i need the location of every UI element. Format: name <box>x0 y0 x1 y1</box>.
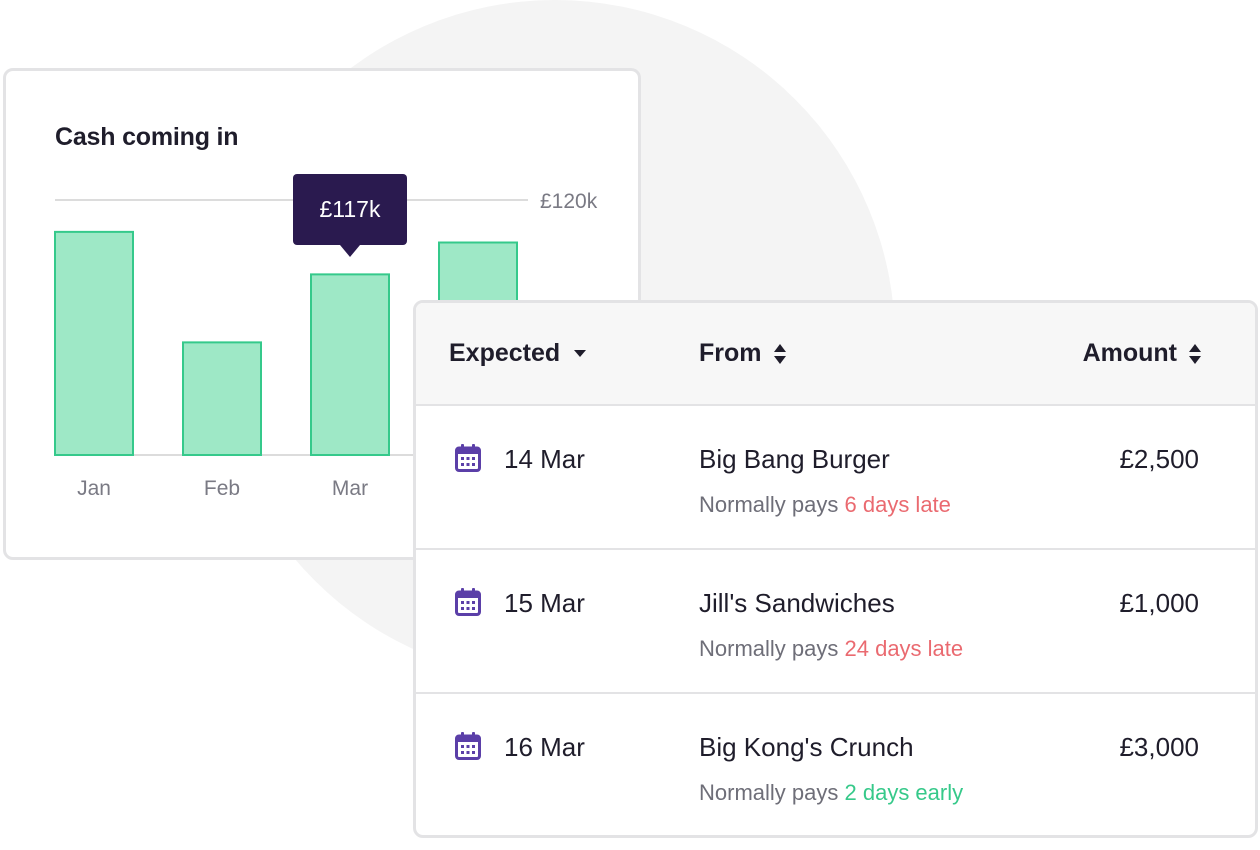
pays-prefix: Normally pays <box>699 636 839 661</box>
column-header-label: Expected <box>449 339 561 367</box>
amount: £1,000 <box>1119 588 1199 618</box>
table-row[interactable]: 15 Mar Jill's Sandwiches Normally pays 2… <box>416 550 1255 694</box>
column-header-amount[interactable]: Amount <box>1083 339 1201 368</box>
column-header-label: From <box>699 339 762 367</box>
expected-date: 16 Mar <box>504 732 585 762</box>
pays-prefix: Normally pays <box>699 780 839 805</box>
pays-status: 24 days late <box>844 636 964 661</box>
table-header: Expected From Amount <box>416 303 1255 406</box>
amount: £3,000 <box>1119 732 1199 762</box>
column-header-label: Amount <box>1082 339 1177 367</box>
expected-date: 15 Mar <box>504 588 585 618</box>
caret-down-icon <box>574 350 587 357</box>
expected-date: 14 Mar <box>504 444 585 474</box>
bar-tooltip: £117k <box>293 174 407 258</box>
sort-icon <box>1189 342 1201 366</box>
payment-behaviour: Normally pays 2 days early <box>699 780 963 806</box>
column-header-expected[interactable]: Expected <box>449 339 587 368</box>
bar-mar[interactable] <box>310 273 390 456</box>
calendar-icon <box>455 732 481 760</box>
gridline-label: £120k <box>540 190 598 213</box>
pays-prefix: Normally pays <box>699 492 839 517</box>
tick-label-feb: Feb <box>204 477 240 500</box>
payment-behaviour: Normally pays 6 days late <box>699 492 951 518</box>
pays-status: 6 days late <box>844 492 951 517</box>
table-row[interactable]: 16 Mar Big Kong's Crunch Normally pays 2… <box>416 694 1255 835</box>
payment-behaviour: Normally pays 24 days late <box>699 636 963 662</box>
chart-title: Cash coming in <box>55 123 239 151</box>
amount: £2,500 <box>1119 444 1199 474</box>
calendar-icon <box>455 588 481 616</box>
sort-icon <box>773 342 786 366</box>
pays-status: 2 days early <box>844 780 964 805</box>
customer-name: Big Kong's Crunch <box>699 732 914 762</box>
customer-name: Big Bang Burger <box>699 444 890 474</box>
bar-jan[interactable] <box>54 230 134 456</box>
table-row[interactable]: 14 Mar Big Bang Burger Normally pays 6 d… <box>416 406 1255 550</box>
customer-name: Jill's Sandwiches <box>699 588 895 618</box>
bar-feb[interactable] <box>182 341 262 456</box>
calendar-icon <box>455 444 481 472</box>
expected-payments-table: Expected From Amount 14 Mar Big <box>413 300 1258 838</box>
column-header-from[interactable]: From <box>699 339 786 368</box>
tick-label-mar: Mar <box>332 477 368 500</box>
tick-label-jan: Jan <box>77 477 111 500</box>
